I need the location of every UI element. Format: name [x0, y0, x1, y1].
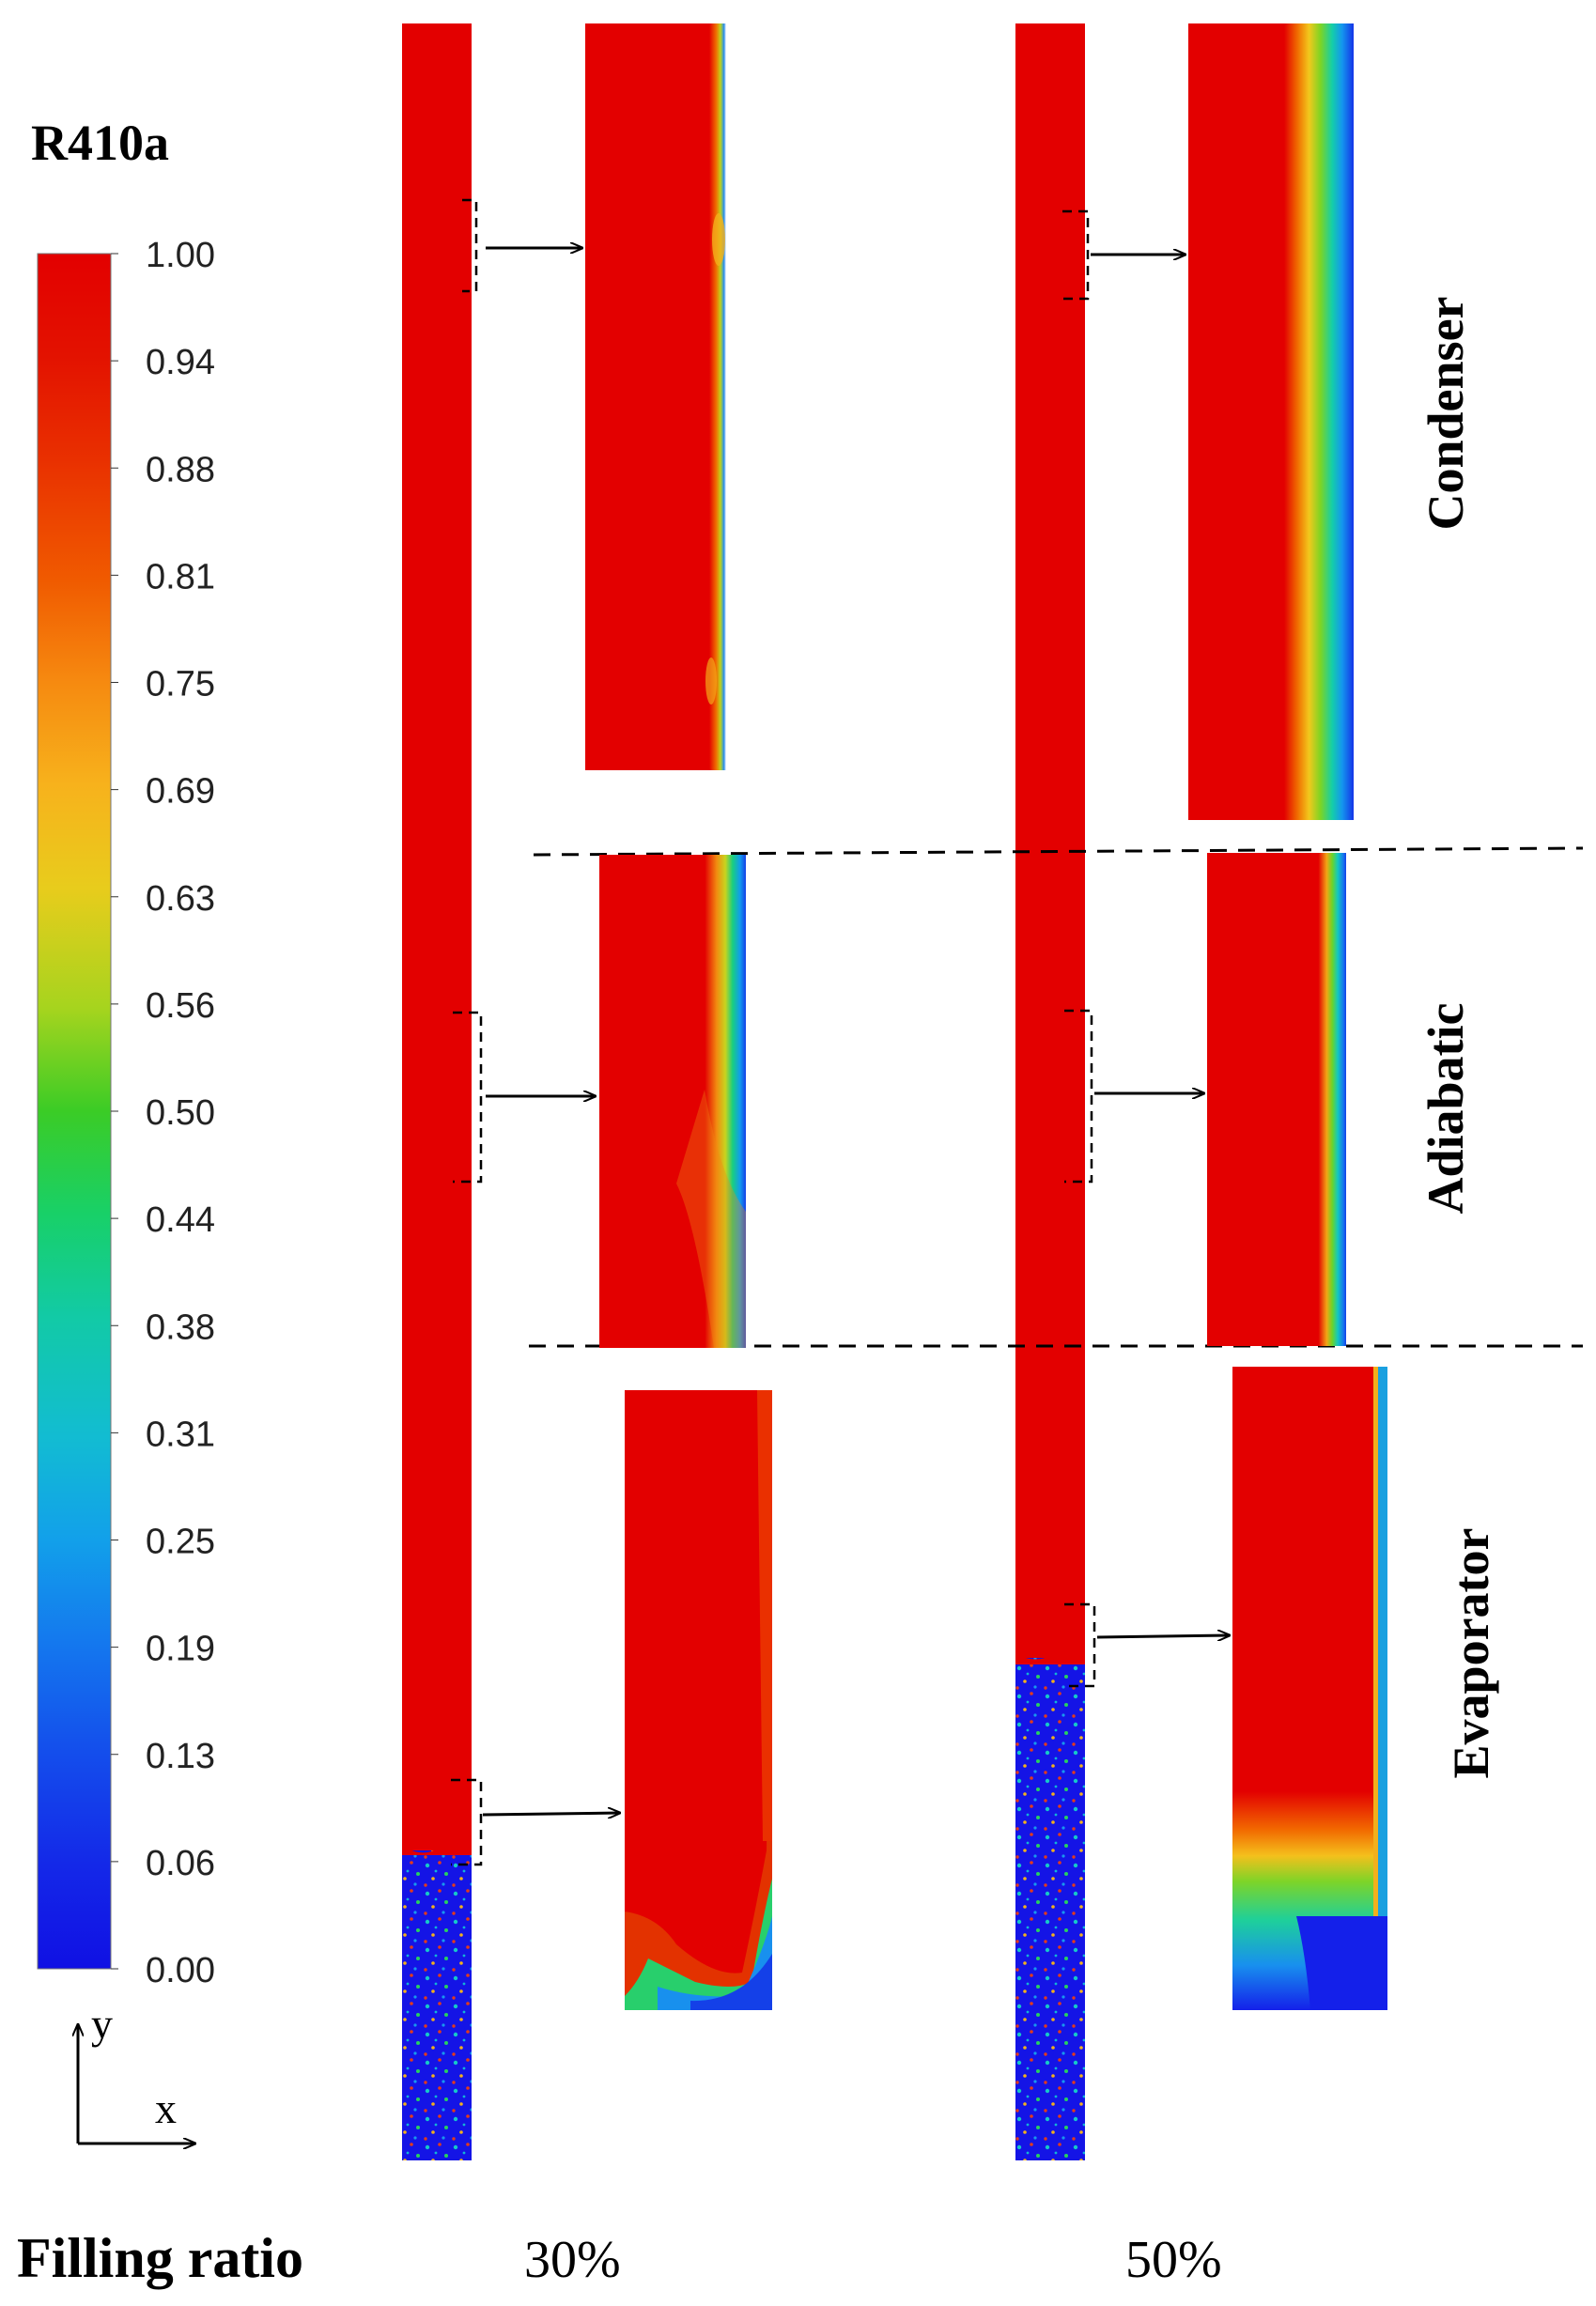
zoom-arrows [482, 248, 1230, 1815]
legend-tick-label: 0.94 [146, 343, 215, 382]
separator-condenser-adiabatic [533, 846, 1584, 857]
legend-tick-label: 0.25 [146, 1523, 215, 1562]
legend-tick-label: 0.63 [146, 879, 215, 919]
legend-tick-label: 0.75 [146, 665, 215, 704]
legend-tick-label: 1.00 [146, 236, 215, 275]
legend-tick-label: 0.00 [146, 1951, 215, 1990]
legend-tick-labels: 1.00 0.94 0.88 0.81 0.75 0.69 0.63 0.56 0.50 0.44… [111, 236, 215, 1990]
legend-colorbar [37, 253, 112, 1970]
filling-ratio-label: Filling ratio [17, 2227, 303, 2289]
zoom-adiabatic-30 [599, 855, 746, 1348]
legend-tick-label: 0.13 [146, 1737, 215, 1776]
filling-ratio-50: 50% [1125, 2231, 1222, 2289]
zoom-adiabatic-50 [1207, 853, 1346, 1346]
legend-tick-label: 0.81 [146, 557, 215, 596]
filling-ratio-30: 30% [524, 2231, 621, 2289]
legend-tick-label: 0.88 [146, 450, 215, 489]
legend-tick-label: 0.50 [146, 1093, 215, 1133]
legend-tick-label: 0.44 [146, 1200, 215, 1240]
tube-50-liquid-pool [1015, 1658, 1085, 2160]
tube-30-liquid-pool [402, 1850, 472, 2160]
axis-y-label: y [91, 2000, 113, 2048]
zoom-evaporator-30 [625, 1390, 772, 2010]
zone-label-evaporator: Evaporator [1443, 1528, 1499, 1779]
tube-30-percent [402, 23, 472, 2160]
zoom-condenser-50 [1188, 23, 1354, 820]
legend-tick-label: 0.19 [146, 1630, 215, 1669]
legend-title: R410a [31, 115, 169, 171]
legend-tick-label: 0.31 [146, 1415, 215, 1454]
zoom-condenser-30 [585, 23, 726, 770]
zone-label-adiabatic: Adiabatic [1418, 1002, 1474, 1214]
legend-tick-label: 0.69 [146, 772, 215, 812]
legend-tick-label: 0.38 [146, 1308, 215, 1347]
legend-tick-label: 0.06 [146, 1844, 215, 1883]
axis-indicator: y x [78, 2000, 195, 2143]
tube-30-vapor-region [402, 23, 472, 1855]
zoom-evaporator-50 [1232, 1367, 1387, 2010]
axis-x-label: x [155, 2084, 177, 2132]
tube-50-percent [1015, 23, 1085, 2160]
zone-label-condenser: Condenser [1418, 296, 1474, 530]
tube-50-vapor-region [1015, 23, 1085, 1663]
selection-brackets [451, 198, 1096, 1866]
legend-tick-label: 0.56 [146, 986, 215, 1026]
